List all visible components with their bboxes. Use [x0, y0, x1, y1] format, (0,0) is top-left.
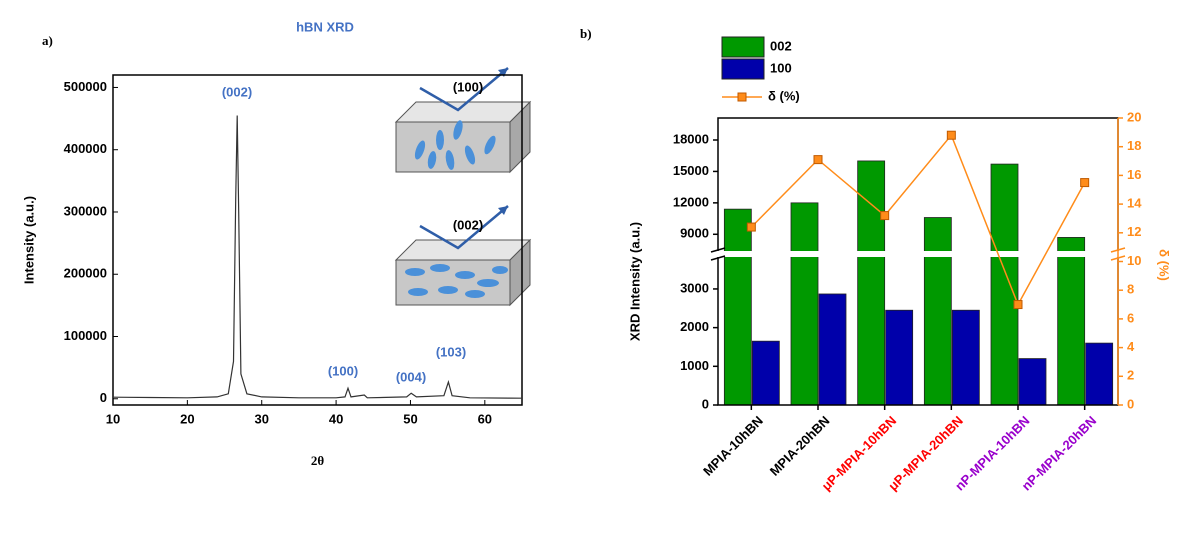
data-point	[814, 156, 822, 164]
bar	[952, 310, 979, 405]
y-tick-label: 300000	[64, 203, 107, 218]
x-tick-label: 40	[329, 411, 343, 426]
legend-label: δ (%)	[768, 88, 800, 103]
y2-tick-label: 8	[1127, 282, 1134, 297]
y-tick-label: 0	[702, 396, 709, 411]
y-tick-label: 18000	[673, 131, 709, 146]
y2-tick-label: 18	[1127, 138, 1141, 153]
y2-tick-label: 4	[1127, 339, 1135, 354]
x-tick-label: 60	[478, 411, 492, 426]
y-tick-label: 0	[100, 390, 107, 405]
bar	[819, 294, 846, 405]
legend-label: 100	[770, 60, 792, 75]
data-point	[881, 212, 889, 220]
y-tick-label: 2000	[680, 319, 709, 334]
bar	[724, 209, 751, 405]
y2-tick-label: 0	[1127, 396, 1134, 411]
legend-marker	[738, 93, 746, 101]
bar	[752, 341, 779, 405]
y-tick-label: 500000	[64, 79, 107, 94]
peak-label: (100)	[328, 363, 358, 378]
y-tick-label: 3000	[680, 280, 709, 295]
y-axis-label: Intensity (a.u.)	[21, 196, 36, 284]
y-tick-label: 200000	[64, 266, 107, 281]
bar	[1086, 343, 1113, 405]
legend-label: 002	[770, 38, 792, 53]
x-tick-label: 30	[254, 411, 268, 426]
y2-tick-label: 16	[1127, 167, 1141, 182]
bar	[1019, 359, 1046, 405]
y-tick-label: 12000	[673, 194, 709, 209]
inset-diagram	[396, 68, 530, 305]
y2-axis-label: δ (%)	[1157, 249, 1172, 281]
y-tick-label: 400000	[64, 141, 107, 156]
peak-label: (103)	[436, 344, 466, 359]
y-tick-label: 1000	[680, 358, 709, 373]
y-tick-label: 100000	[64, 328, 107, 343]
y2-tick-label: 12	[1127, 224, 1141, 239]
y-tick-label: 15000	[673, 163, 709, 178]
bar	[991, 164, 1018, 405]
bar	[858, 161, 885, 405]
legend-swatch	[722, 37, 764, 57]
x-tick-label: 50	[403, 411, 417, 426]
data-point	[1014, 301, 1022, 309]
y-axis-label: XRD Intensity (a.u.)	[627, 222, 642, 341]
y2-tick-label: 10	[1127, 253, 1141, 268]
data-point	[947, 131, 955, 139]
bar	[1058, 237, 1085, 405]
y2-tick-label: 14	[1127, 196, 1142, 211]
x-tick-label: 20	[180, 411, 194, 426]
inset-label: (100)	[453, 79, 483, 94]
y-tick-label: 9000	[680, 226, 709, 241]
data-point	[1081, 179, 1089, 187]
peak-label: (004)	[396, 369, 426, 384]
y2-tick-label: 20	[1127, 109, 1141, 124]
x-tick-label: MPIA-20hBN	[767, 413, 833, 479]
axis-break	[712, 251, 1124, 257]
bar	[924, 218, 951, 405]
panel-label: a)	[42, 33, 53, 48]
peak-label: (002)	[222, 84, 252, 99]
legend-swatch	[722, 59, 764, 79]
figure: a)hBN XRD1020304050600100000200000300000…	[0, 0, 1182, 545]
data-point	[747, 223, 755, 231]
x-tick-label: MPIA-10hBN	[700, 413, 766, 479]
inset-label: (002)	[453, 217, 483, 232]
y2-tick-label: 2	[1127, 368, 1134, 383]
bar	[886, 310, 913, 405]
y2-tick-label: 6	[1127, 310, 1134, 325]
bar	[791, 203, 818, 405]
chart-title: hBN XRD	[296, 19, 354, 34]
panel-label: b)	[580, 26, 592, 41]
x-tick-label: 10	[106, 411, 120, 426]
x-axis-label: 2θ	[311, 453, 325, 468]
